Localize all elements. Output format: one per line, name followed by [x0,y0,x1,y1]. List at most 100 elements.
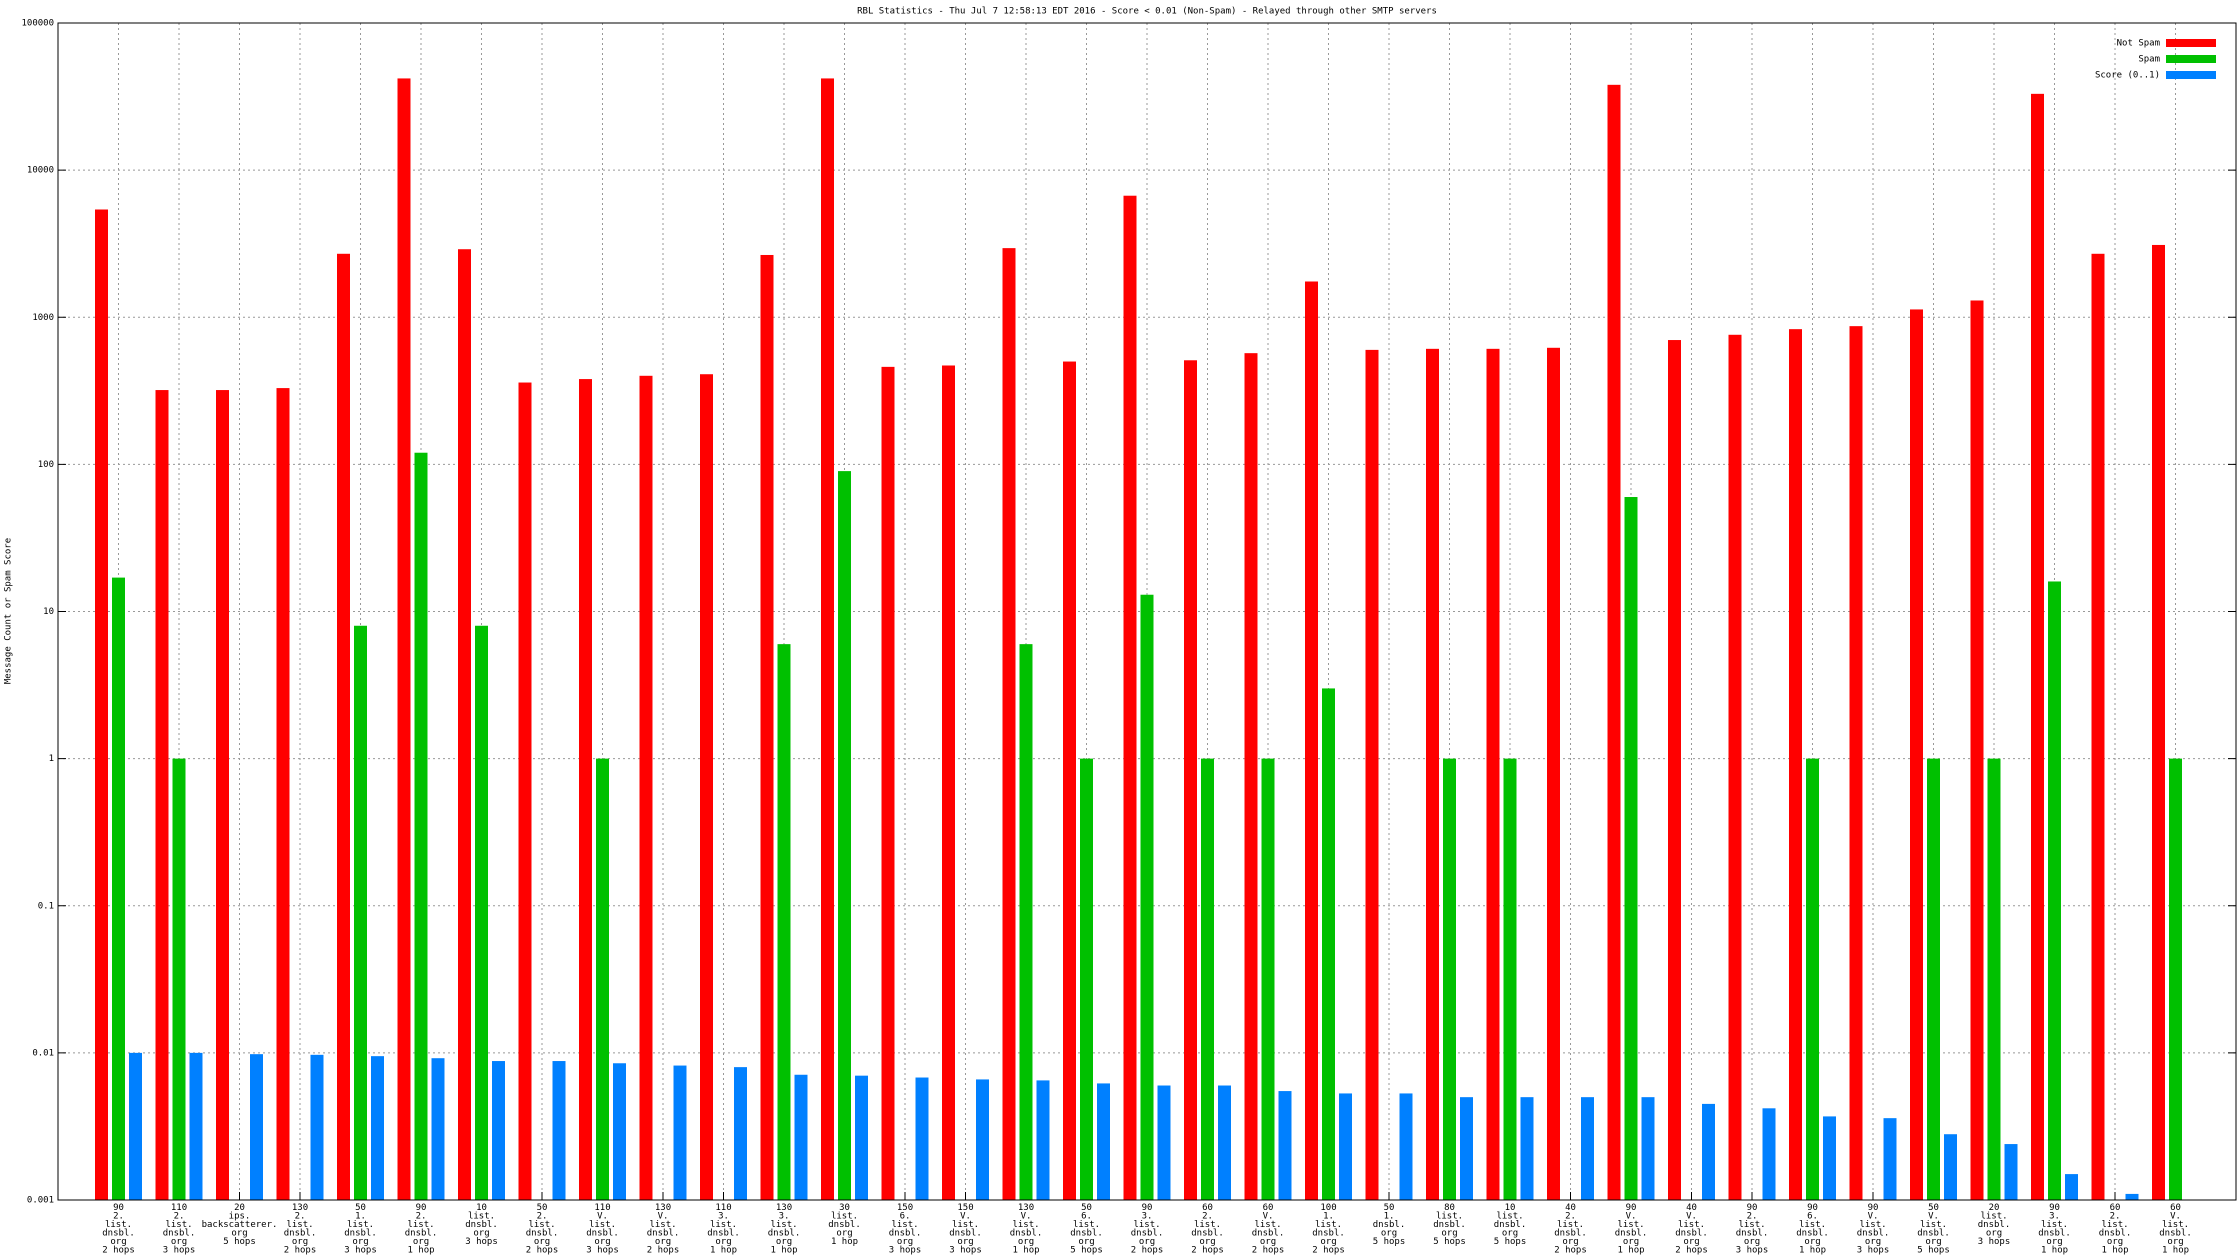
x-tick-label-line: 5 hops [1373,1237,1406,1247]
x-tick-label-line: 2 hops [1675,1246,1708,1256]
x-tick-label-line: 2. [113,1212,124,1222]
x-tick-label-line: org [1199,1237,1215,1247]
x-tick-label-line: list. [649,1220,676,1230]
x-tick-label-line: dnsbl. [1978,1220,2011,1230]
x-tick-label: 130 3. list. dnsbl. org 1 hop [768,1203,801,1256]
x-tick-label: 60 2. list. dnsbl. org 1 hop [2099,1203,2132,1256]
x-tick-label: 50 6. list. dnsbl. org 5 hops [1070,1203,1103,1256]
x-tick-label-line: 2 hops [1191,1246,1224,1256]
x-tick-label-line: org [352,1237,368,1247]
x-tick-label-line: org [1986,1229,2002,1239]
x-tick-label-line: org [1562,1237,1578,1247]
x-tick-label: 90 V. list. dnsbl. org 3 hops [1857,1203,1890,1256]
legend-swatch [2166,39,2216,47]
x-tick-label-line: 1 hop [1617,1246,1644,1256]
x-tick-label-line: dnsbl. [465,1220,498,1230]
x-tick-label-line: 5 hops [1070,1246,1103,1256]
x-tick-label-line: list. [347,1220,374,1230]
x-tick-label-line: 1 hop [831,1237,858,1247]
plot-frame [57,22,2237,1201]
bar [1789,329,1802,1200]
bar [1261,758,1275,1200]
bar [1624,497,1638,1200]
x-tick-label-line: 2. [174,1212,185,1222]
bar [700,374,713,1200]
bar [1123,195,1137,1200]
x-tick-label-line: org [1381,1229,1397,1239]
x-tick-label-line: dnsbl. [405,1229,438,1239]
x-tick-label-line: 10 [1505,1203,1516,1213]
x-tick-label-line: org [1623,1237,1639,1247]
bar [1607,84,1621,1200]
x-tick-label-line: 2. [1202,1212,1213,1222]
x-tick-label-line: org [1683,1237,1699,1247]
bar [1910,309,1923,1201]
y-tick-label: 0.01 [32,1048,54,1058]
x-tick-label-line: V. [1868,1212,1879,1222]
x-tick-label-line: 110 [715,1203,731,1213]
x-tick-label-line: list. [710,1220,737,1230]
bar [821,78,834,1201]
x-tick-label-line: list. [286,1220,313,1230]
x-tick-label-line: org [776,1237,792,1247]
x-tick-label-line: 90 [2049,1203,2060,1213]
x-tick-label-line: list. [1194,1220,1221,1230]
x-tick-label-line: 10 [476,1203,487,1213]
x-tick-label-line: dnsbl. [2099,1229,2132,1239]
bar [371,1056,384,1200]
x-tick-label-line: 6. [1081,1212,1092,1222]
x-tick-label-line: org [1865,1237,1881,1247]
x-tick-label-line: 3 hops [889,1246,922,1256]
x-tick-label-line: V. [597,1212,608,1222]
x-tick-label-line: list. [1980,1212,2007,1222]
bar [1970,300,1984,1200]
bar [458,249,471,1200]
x-tick-label-line: dnsbl. [1312,1229,1345,1239]
x-tick-label-line: dnsbl. [1191,1229,1224,1239]
x-tick-label-line: V. [1686,1212,1697,1222]
x-tick-label-line: org [292,1237,308,1247]
x-tick-label-line: 2 hops [1252,1246,1285,1256]
x-tick-label-line: dnsbl. [1070,1229,1103,1239]
x-tick-label-line: dnsbl. [526,1229,559,1239]
x-tick-label-line: list. [1315,1220,1342,1230]
x-tick-label-line: org [1441,1229,1457,1239]
bar [250,1054,263,1200]
bar [915,1077,929,1200]
bar [1036,1080,1050,1200]
x-tick-label-line: org [655,1237,671,1247]
x-tick-label: 30 list. dnsbl. org 1 hop [828,1203,861,1247]
x-tick-label-line: list. [1678,1220,1705,1230]
x-tick-label-line: list. [528,1220,555,1230]
x-tick-label-line: 1 hop [1799,1246,1826,1256]
x-tick-label: 60 2. list. dnsbl. org 2 hops [1191,1203,1224,1256]
x-tick-label-line: dnsbl. [1494,1220,1527,1230]
y-tick-label: 1000 [32,313,54,323]
x-tick-label-line: list. [770,1220,797,1230]
bar [492,1061,505,1200]
x-tick-label-line: 50 [1928,1203,1939,1213]
x-tick-label-line: 100 [1320,1203,1336,1213]
x-tick-label-line: org [897,1237,913,1247]
x-tick-label: 90 3. list. dnsbl. org 1 hop [2038,1203,2071,1256]
x-tick-label-line: 2. [2110,1212,2121,1222]
bar [881,366,895,1200]
x-tick-label-line: org [413,1237,429,1247]
bar [2065,1174,2078,1200]
x-tick-label-line: dnsbl. [707,1229,740,1239]
x-tick-label-line: 80 [1444,1203,1455,1213]
x-tick-label-line: 110 [171,1203,187,1213]
bar [1547,347,1560,1200]
x-tick-label-line: V. [1021,1212,1032,1222]
chart-title: RBL Statistics - Thu Jul 7 12:58:13 EDT … [857,7,1437,17]
x-tick-label-line: 20 [1989,1203,2000,1213]
x-tick-label-line: 90 [1142,1203,1153,1213]
bar [794,1074,808,1200]
bar [1426,348,1439,1200]
x-tick-label-line: org [957,1237,973,1247]
x-tick-label-line: 2 hops [102,1246,135,1256]
bar [2004,1144,2018,1200]
x-tick-label: 60 V. list. dnsbl. org 1 hop [2159,1203,2192,1256]
y-tick-label: 10000 [27,166,54,176]
x-tick-label-line: 2. [1565,1212,1576,1222]
